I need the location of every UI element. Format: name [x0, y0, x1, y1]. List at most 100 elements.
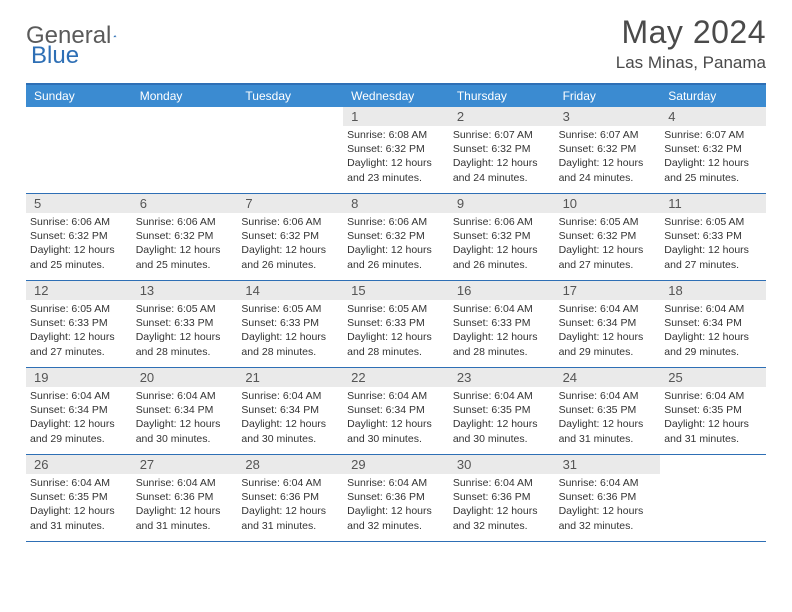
- sunset-text: Sunset: 6:33 PM: [30, 316, 128, 330]
- daylight-text: Daylight: 12 hours and 31 minutes.: [664, 417, 762, 445]
- sunrise-text: Sunrise: 6:04 AM: [559, 302, 657, 316]
- sunrise-text: Sunrise: 6:06 AM: [347, 215, 445, 229]
- calendar-day: [132, 107, 238, 193]
- calendar-header: General May 2024 Las Minas, Panama: [26, 14, 766, 73]
- day-info: Sunrise: 6:06 AMSunset: 6:32 PMDaylight:…: [26, 213, 132, 276]
- calendar-day: 7Sunrise: 6:06 AMSunset: 6:32 PMDaylight…: [237, 194, 343, 280]
- location: Las Minas, Panama: [616, 53, 766, 73]
- calendar-day: 4Sunrise: 6:07 AMSunset: 6:32 PMDaylight…: [660, 107, 766, 193]
- day-info: Sunrise: 6:05 AMSunset: 6:33 PMDaylight:…: [343, 300, 449, 363]
- sunset-text: Sunset: 6:33 PM: [664, 229, 762, 243]
- calendar-week: 26 Sunrise: 6:04 AM Sunset: 6:35 PM Dayligh…: [26, 455, 766, 542]
- sunset-text: Sunset: 6:32 PM: [453, 142, 551, 156]
- sunrise-text: Sunrise: 6:06 AM: [453, 215, 551, 229]
- day-info: Sunrise: 6:05 AMSunset: 6:32 PMDaylight:…: [555, 213, 661, 276]
- calendar-day: [660, 455, 766, 541]
- day-number: 20: [132, 368, 238, 387]
- day-number: 4: [660, 107, 766, 126]
- sunset-text: Sunset: 6:34 PM: [30, 403, 128, 417]
- day-number: 1: [343, 107, 449, 126]
- calendar-day: 17Sunrise: 6:04 AMSunset: 6:34 PMDayligh…: [555, 281, 661, 367]
- sunset-text: Sunset: 6:33 PM: [136, 316, 234, 330]
- day-info: Sunrise: 6:04 AMSunset: 6:34 PMDaylight:…: [26, 387, 132, 450]
- day-number: 11: [660, 194, 766, 213]
- dow-monday: Monday: [132, 85, 238, 107]
- sunrise-text: Sunrise: 6:05 AM: [136, 302, 234, 316]
- day-number: 25: [660, 368, 766, 387]
- daylight-text: Daylight: 12 hours and 27 minutes.: [559, 243, 657, 271]
- calendar-day: 23Sunrise: 6:04 AMSunset: 6:35 PMDayligh…: [449, 368, 555, 454]
- day-info: Sunrise: 6:04 AMSunset: 6:36 PMDaylight:…: [555, 474, 661, 537]
- daylight-text: Daylight: 12 hours and 28 minutes.: [241, 330, 339, 358]
- sunrise-text: Sunrise: 6:04 AM: [453, 476, 551, 490]
- sunset-text: Sunset: 6:32 PM: [347, 142, 445, 156]
- day-info: Sunrise: 6:04 AMSunset: 6:34 PMDaylight:…: [343, 387, 449, 450]
- calendar-day: 18Sunrise: 6:04 AMSunset: 6:34 PMDayligh…: [660, 281, 766, 367]
- daylight-text: Daylight: 12 hours and 26 minutes.: [453, 243, 551, 271]
- sunrise-text: Sunrise: 6:04 AM: [136, 476, 234, 490]
- day-info: Sunrise: 6:04 AMSunset: 6:36 PMDaylight:…: [343, 474, 449, 537]
- sunset-text: Sunset: 6:36 PM: [347, 490, 445, 504]
- sunrise-text: Sunrise: 6:04 AM: [347, 389, 445, 403]
- sunrise-text: Sunrise: 6:07 AM: [559, 128, 657, 142]
- sunset-text: Sunset: 6:34 PM: [664, 316, 762, 330]
- month-title: May 2024: [616, 14, 766, 51]
- day-info: Sunrise: 6:08 AMSunset: 6:32 PMDaylight:…: [343, 126, 449, 189]
- sunrise-text: Sunrise: 6:06 AM: [30, 215, 128, 229]
- daylight-text: Daylight: 12 hours and 25 minutes.: [664, 156, 762, 184]
- calendar-day: 19Sunrise: 6:04 AMSunset: 6:34 PMDayligh…: [26, 368, 132, 454]
- sunrise-text: Sunrise: 6:06 AM: [136, 215, 234, 229]
- daylight-text: Daylight: 12 hours and 29 minutes.: [559, 330, 657, 358]
- daylight-text: Daylight: 12 hours and 29 minutes.: [664, 330, 762, 358]
- day-number: 5: [26, 194, 132, 213]
- daylight-text: Daylight: 12 hours and 31 minutes.: [241, 504, 339, 532]
- day-number: 8: [343, 194, 449, 213]
- sunrise-text: Sunrise: 6:05 AM: [664, 215, 762, 229]
- day-number: 7: [237, 194, 343, 213]
- day-number: 24: [555, 368, 661, 387]
- daylight-text: Daylight: 12 hours and 23 minutes.: [347, 156, 445, 184]
- sunset-text: Sunset: 6:34 PM: [347, 403, 445, 417]
- logo-text-blue: Blue: [31, 42, 79, 69]
- day-info: Sunrise: 6:04 AMSunset: 6:33 PMDaylight:…: [449, 300, 555, 363]
- calendar-day: 27Sunrise: 6:04 AMSunset: 6:36 PMDayligh…: [132, 455, 238, 541]
- sunrise-text: Sunrise: 6:07 AM: [664, 128, 762, 142]
- sunrise-text: Sunrise: 6:05 AM: [559, 215, 657, 229]
- sunrise-text: Sunrise: 6:05 AM: [241, 302, 339, 316]
- daylight-text: Daylight: 12 hours and 32 minutes.: [453, 504, 551, 532]
- sunrise-text: Sunrise: 6:07 AM: [453, 128, 551, 142]
- calendar-week: 19Sunrise: 6:04 AMSunset: 6:34 PMDayligh…: [26, 368, 766, 455]
- day-of-week-row: Sunday Monday Tuesday Wednesday Thursday…: [26, 85, 766, 107]
- day-info: Sunrise: 6:04 AMSunset: 6:34 PMDaylight:…: [237, 387, 343, 450]
- calendar-day: 14Sunrise: 6:05 AMSunset: 6:33 PMDayligh…: [237, 281, 343, 367]
- day-number: 26: [26, 455, 132, 474]
- day-number: 17: [555, 281, 661, 300]
- daylight-text: Daylight: 12 hours and 28 minutes.: [136, 330, 234, 358]
- calendar-day: 31Sunrise: 6:04 AMSunset: 6:36 PMDayligh…: [555, 455, 661, 541]
- daylight-text: Daylight: 12 hours and 26 minutes.: [347, 243, 445, 271]
- calendar-day: 22Sunrise: 6:04 AMSunset: 6:34 PMDayligh…: [343, 368, 449, 454]
- calendar-week: 5Sunrise: 6:06 AMSunset: 6:32 PMDaylight…: [26, 194, 766, 281]
- day-info: Sunrise: 6:04 AMSunset: 6:35 PMDaylight:…: [449, 387, 555, 450]
- title-block: May 2024 Las Minas, Panama: [616, 14, 766, 73]
- day-info: Sunrise: 6:06 AMSunset: 6:32 PMDaylight:…: [237, 213, 343, 276]
- sunrise-text: Sunrise: 6:04 AM: [664, 389, 762, 403]
- calendar-day: 5Sunrise: 6:06 AMSunset: 6:32 PMDaylight…: [26, 194, 132, 280]
- sunset-text: Sunset: 6:33 PM: [453, 316, 551, 330]
- calendar-day: 12Sunrise: 6:05 AMSunset: 6:33 PMDayligh…: [26, 281, 132, 367]
- daylight-text: Daylight: 12 hours and 30 minutes.: [453, 417, 551, 445]
- day-number: 14: [237, 281, 343, 300]
- daylight-text: Daylight: 12 hours and 27 minutes.: [30, 330, 128, 358]
- calendar-day: 6Sunrise: 6:06 AMSunset: 6:32 PMDaylight…: [132, 194, 238, 280]
- daylight-text: Daylight: 12 hours and 24 minutes.: [453, 156, 551, 184]
- day-number: 15: [343, 281, 449, 300]
- sunset-text: Sunset: 6:32 PM: [453, 229, 551, 243]
- sunrise-text: Sunrise: 6:05 AM: [30, 302, 128, 316]
- calendar-day: [237, 107, 343, 193]
- day-info: Sunrise: 6:05 AMSunset: 6:33 PMDaylight:…: [660, 213, 766, 276]
- sunset-text: Sunset: 6:35 PM: [30, 490, 128, 504]
- daylight-text: Daylight: 12 hours and 31 minutes.: [559, 417, 657, 445]
- dow-sunday: Sunday: [26, 85, 132, 107]
- sunset-text: Sunset: 6:32 PM: [30, 229, 128, 243]
- sunset-text: Sunset: 6:36 PM: [453, 490, 551, 504]
